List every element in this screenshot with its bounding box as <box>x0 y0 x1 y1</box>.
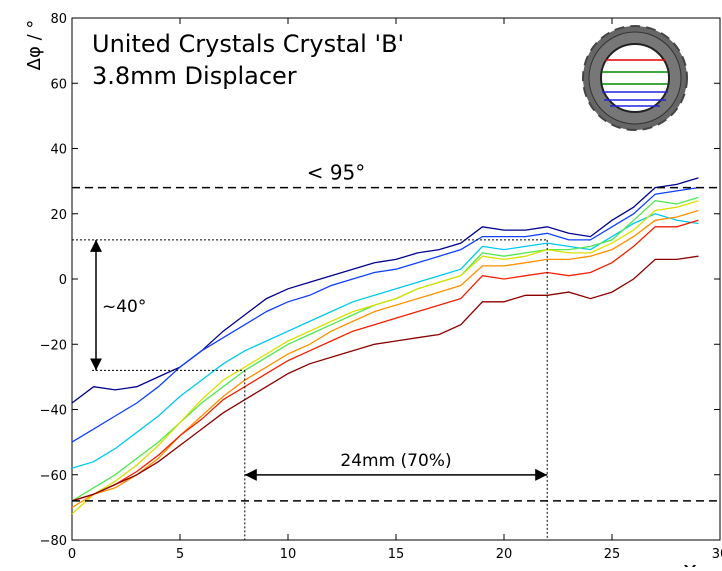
chart-title: United Crystals Crystal 'B' <box>92 30 404 58</box>
logo <box>583 26 687 130</box>
y-tick-label: −80 <box>40 534 67 549</box>
y-tick-label: 40 <box>50 143 67 158</box>
chart: United Crystals Crystal 'B' 3.8mm Displa… <box>0 0 722 567</box>
annotation: < 95° <box>307 161 366 185</box>
series-line <box>72 178 698 403</box>
x-tick-label: 10 <box>280 547 297 562</box>
x-tick-label: 5 <box>176 547 184 562</box>
x-tick-label: 20 <box>496 547 513 562</box>
y-tick-label: 20 <box>50 208 67 223</box>
y-tick-label: 0 <box>59 273 67 288</box>
x-tick-label: 0 <box>68 547 76 562</box>
annotation: ~40° <box>102 297 146 317</box>
x-tick-label: 15 <box>388 547 405 562</box>
x-tick-label: 25 <box>604 547 621 562</box>
y-axis-label: Δφ / ° <box>24 20 45 71</box>
y-tick-label: −40 <box>40 404 67 419</box>
chart-subtitle: 3.8mm Displacer <box>92 62 297 90</box>
y-tick-label: −20 <box>40 338 67 353</box>
x-axis-label: x <box>683 556 697 567</box>
annotation: 24mm (70%) <box>340 451 451 471</box>
x-tick-label: 30 <box>712 547 722 562</box>
y-tick-label: −60 <box>40 469 67 484</box>
y-tick-label: 60 <box>50 77 67 92</box>
y-tick-label: 80 <box>50 12 67 27</box>
